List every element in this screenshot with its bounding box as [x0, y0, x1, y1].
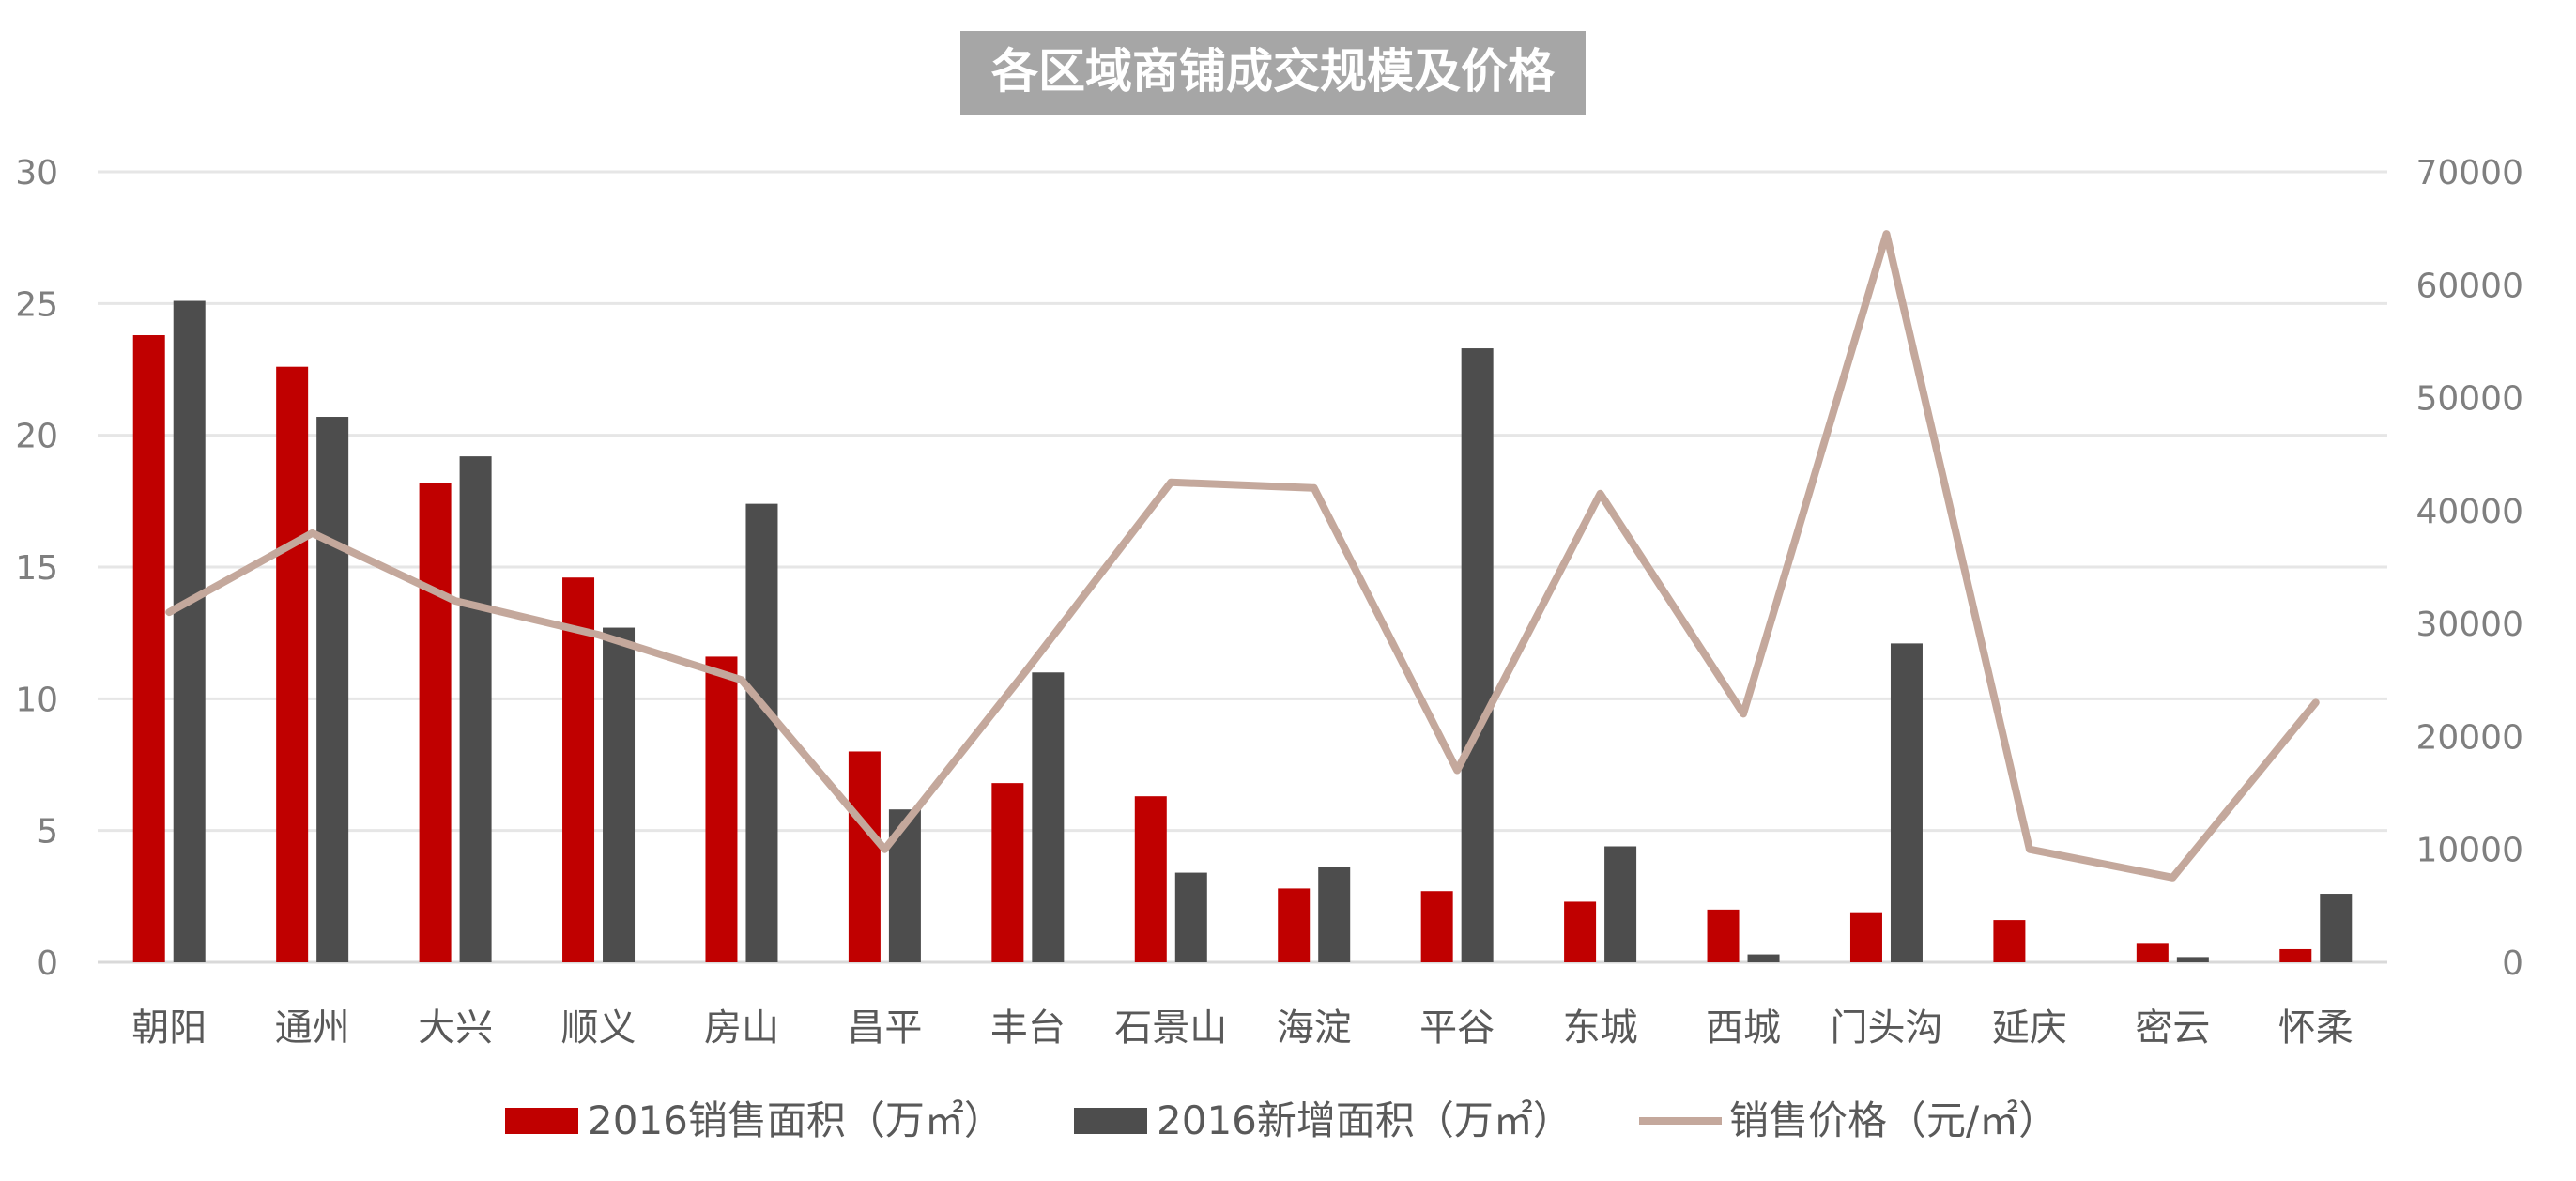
- bar-sales-area: [991, 783, 1024, 962]
- right-axis-tick-label: 60000: [2415, 267, 2523, 305]
- left-axis: 0 5 10 15 20 25 30: [15, 154, 58, 983]
- category-label: 怀柔: [2278, 1006, 2354, 1050]
- left-axis-tick-label: 25: [15, 285, 58, 324]
- price-point: [1170, 481, 1173, 483]
- category-label: 海淀: [1277, 1006, 1352, 1050]
- legend-swatch-sales-area: [505, 1108, 578, 1134]
- price-point: [311, 531, 314, 534]
- bar-new-area: [1318, 867, 1351, 962]
- legend-swatch-new-area: [1074, 1108, 1147, 1134]
- chart-title-background: [960, 31, 1586, 115]
- right-axis-tick-label: 50000: [2415, 380, 2523, 419]
- bar-new-area: [2320, 894, 2353, 962]
- price-point: [1742, 713, 1745, 715]
- legend-label-price: 销售价格（元/㎡）: [1729, 1097, 2058, 1143]
- chart-title-group: 各区域商铺成交规模及价格: [960, 31, 1586, 115]
- price-point: [1456, 769, 1459, 772]
- price-point: [1599, 492, 1602, 495]
- left-axis-tick-label: 15: [15, 549, 58, 588]
- right-axis-tick-label: 20000: [2415, 718, 2523, 757]
- category-label: 石景山: [1114, 1006, 1227, 1050]
- chart-title: 各区域商铺成交规模及价格: [991, 44, 1556, 99]
- category-label: 西城: [1706, 1006, 1781, 1050]
- bar-new-area: [1174, 872, 1207, 962]
- bar-new-area: [745, 503, 778, 962]
- right-axis: 0 10000 20000 30000 40000 50000 60000 70000: [2415, 154, 2523, 983]
- bar-new-area: [173, 300, 206, 962]
- bar-sales-area: [419, 483, 452, 962]
- right-axis-tick-label: 40000: [2415, 493, 2523, 531]
- price-point: [2314, 701, 2317, 704]
- bar-sales-area: [1849, 912, 1882, 962]
- bar-new-area: [1604, 846, 1637, 962]
- left-axis-tick-label: 5: [37, 813, 58, 851]
- right-axis-tick-label: 30000: [2415, 606, 2523, 644]
- bar-sales-area: [562, 577, 595, 962]
- category-label: 东城: [1563, 1006, 1638, 1050]
- bar-new-area: [459, 456, 492, 962]
- category-label: 延庆: [1992, 1006, 2067, 1050]
- category-label: 顺义: [561, 1006, 636, 1050]
- price-point: [1312, 486, 1315, 489]
- price-point: [740, 679, 743, 682]
- category-label: 大兴: [418, 1006, 493, 1050]
- category-label: 丰台: [990, 1006, 1066, 1050]
- left-axis-tick-label: 0: [37, 944, 58, 983]
- price-point: [1885, 233, 1888, 236]
- legend: 2016销售面积（万㎡） 2016新增面积（万㎡） 销售价格（元/㎡）: [505, 1097, 2058, 1143]
- bar-sales-area: [705, 656, 738, 962]
- left-axis-tick-label: 30: [15, 154, 58, 192]
- category-label: 昌平: [847, 1006, 922, 1050]
- bar-sales-area: [2279, 948, 2312, 962]
- bar-new-area: [2176, 957, 2209, 962]
- bar-sales-area: [1420, 891, 1453, 962]
- price-line: [165, 230, 2320, 882]
- price-point: [883, 848, 886, 851]
- bar-new-area: [1032, 672, 1065, 962]
- price-point: [168, 611, 171, 614]
- bar-sales-area: [2136, 943, 2169, 962]
- category-label: 房山: [704, 1006, 779, 1050]
- price-point: [597, 634, 600, 637]
- category-label: 门头沟: [1830, 1006, 1942, 1050]
- bar-sales-area: [132, 335, 165, 963]
- legend-label-sales-area: 2016销售面积（万㎡）: [588, 1097, 1004, 1143]
- price-point: [454, 600, 457, 603]
- left-axis-tick-label: 10: [15, 681, 58, 719]
- bar-sales-area: [1993, 920, 2026, 962]
- price-point: [1026, 667, 1029, 670]
- category-axis-labels: 朝阳 通州 大兴 顺义 房山 昌平 丰台 石景山 海淀 平谷 东城 西城 门头沟 延庆 密云 怀柔: [131, 1006, 2354, 1050]
- price-line-layer: [165, 230, 2320, 882]
- bars: [132, 300, 2353, 963]
- bar-new-area: [1747, 954, 1780, 962]
- price-point: [2028, 848, 2031, 851]
- category-label: 通州: [275, 1006, 350, 1050]
- right-axis-tick-label: 0: [2502, 944, 2523, 983]
- left-axis-tick-label: 20: [15, 418, 58, 456]
- bar-new-area: [603, 627, 636, 962]
- bar-sales-area: [1564, 901, 1597, 962]
- category-label: 平谷: [1419, 1006, 1495, 1050]
- legend-label-new-area: 2016新增面积（万㎡）: [1157, 1097, 1572, 1143]
- bar-sales-area: [1278, 888, 1311, 962]
- category-label: 密云: [2135, 1006, 2210, 1050]
- right-axis-tick-label: 10000: [2415, 832, 2523, 870]
- bar-new-area: [316, 417, 349, 962]
- right-axis-tick-label: 70000: [2415, 154, 2523, 192]
- bar-sales-area: [848, 751, 881, 962]
- bar-sales-area: [1134, 796, 1167, 962]
- bar-sales-area: [1707, 909, 1740, 962]
- bar-new-area: [1890, 643, 1923, 962]
- bar-sales-area: [276, 366, 309, 962]
- category-label: 朝阳: [131, 1006, 207, 1050]
- price-point: [2171, 876, 2174, 879]
- bar-new-area: [1461, 348, 1494, 963]
